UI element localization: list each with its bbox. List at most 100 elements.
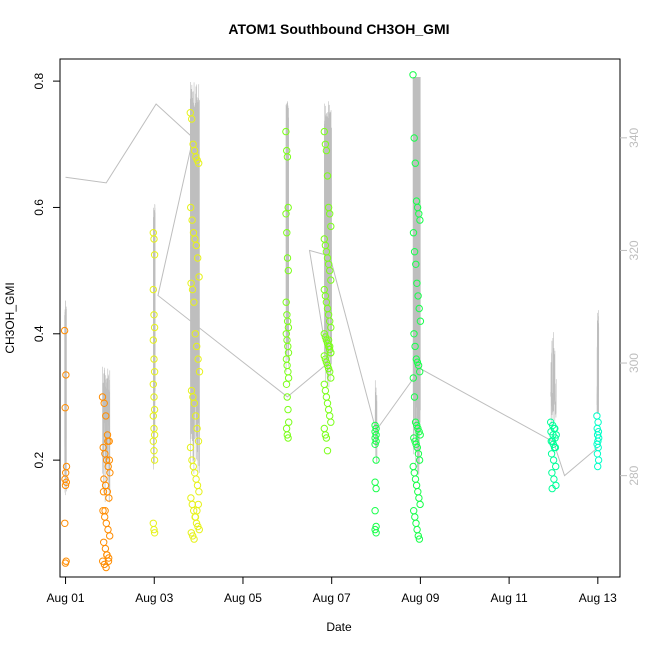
- data-point: [282, 127, 290, 136]
- data-point: [149, 336, 158, 344]
- data-point: [195, 525, 204, 534]
- data-point: [189, 462, 198, 471]
- data-point: [413, 525, 421, 534]
- data-point: [320, 380, 328, 388]
- data-point: [101, 481, 110, 490]
- data-point: [324, 364, 333, 373]
- y2-tick-label: 280: [627, 465, 641, 485]
- data-point: [284, 266, 292, 275]
- data-point: [372, 529, 380, 537]
- data-point: [320, 424, 328, 433]
- data-point: [321, 355, 330, 363]
- data-point: [106, 532, 114, 540]
- data-point: [414, 424, 422, 433]
- data-point: [327, 374, 335, 382]
- data-point: [410, 434, 418, 442]
- data-point: [191, 469, 199, 477]
- data-point: [552, 462, 560, 471]
- y2-tick-label: 340: [627, 127, 641, 147]
- x-tick-label: Aug 05: [224, 591, 262, 605]
- data-point: [548, 469, 556, 477]
- y-tick-label: 0.2: [32, 451, 46, 468]
- data-point: [548, 484, 556, 493]
- data-point: [284, 434, 292, 442]
- data-point: [410, 330, 418, 338]
- data-point: [409, 71, 417, 79]
- data-point: [284, 368, 292, 376]
- data-point: [321, 386, 330, 395]
- data-point: [326, 412, 334, 420]
- data-point: [193, 342, 201, 351]
- data-point: [549, 456, 558, 464]
- secondary-profile-trace: [596, 310, 600, 414]
- data-point: [371, 507, 379, 515]
- data-point: [195, 159, 203, 167]
- data-point: [372, 456, 380, 464]
- data-point: [100, 538, 108, 546]
- data-point: [415, 428, 423, 436]
- y-axis-label: CH3OH_GMI: [3, 282, 17, 353]
- data-point: [188, 216, 196, 224]
- data-point: [412, 355, 420, 363]
- data-point: [323, 399, 332, 407]
- data-point: [99, 488, 108, 496]
- data-point: [149, 380, 158, 388]
- data-point: [284, 374, 293, 382]
- data-point: [191, 330, 200, 338]
- data-point: [284, 405, 292, 414]
- data-point: [415, 304, 423, 313]
- data-point: [410, 248, 419, 256]
- data-point: [194, 355, 202, 363]
- data-point: [190, 535, 198, 543]
- data-point: [194, 500, 203, 509]
- data-point: [323, 447, 332, 455]
- data-point: [327, 276, 335, 284]
- data-point: [322, 434, 331, 442]
- data-point: [416, 431, 424, 439]
- data-point: [195, 368, 204, 376]
- data-point: [282, 424, 291, 433]
- chart-title: ATOM1 Southbound CH3OH_GMI: [228, 21, 449, 37]
- data-point: [101, 544, 110, 553]
- data-point: [102, 519, 111, 527]
- secondary-line: [65, 103, 599, 477]
- data-point: [412, 481, 421, 490]
- data-point: [105, 456, 114, 464]
- data-point: [550, 443, 559, 452]
- x-axis: Aug 01 Aug 03 Aug 05 Aug 07 Aug 09 Aug 11 Aug …: [47, 576, 617, 605]
- data-point: [283, 153, 292, 161]
- data-point: [322, 393, 331, 401]
- secondary-profile-trace: [64, 300, 67, 496]
- data-point: [150, 323, 159, 332]
- data-point: [284, 323, 293, 332]
- data-point: [415, 535, 424, 543]
- data-point: [416, 216, 424, 224]
- data-point: [62, 478, 71, 486]
- data-point: [149, 519, 158, 527]
- x-tick-label: Aug 09: [401, 591, 439, 605]
- data-point: [101, 513, 109, 521]
- data-point: [324, 405, 333, 414]
- data-point: [194, 437, 203, 445]
- x-axis-label: Date: [326, 620, 352, 634]
- data-point: [414, 292, 422, 300]
- data-point: [192, 475, 200, 483]
- y-tick-label: 0.4: [32, 325, 46, 342]
- data-point: [187, 203, 195, 212]
- data-point: [101, 507, 109, 515]
- data-point: [282, 210, 290, 218]
- x-tick-label: Aug 07: [313, 591, 351, 605]
- data-point: [150, 529, 159, 537]
- data-point: [327, 222, 335, 231]
- data-point: [192, 412, 200, 420]
- data-point: [282, 380, 291, 388]
- data-point: [188, 285, 197, 294]
- data-point: [413, 279, 421, 287]
- data-point: [410, 134, 418, 142]
- data-point: [323, 172, 332, 180]
- data-point: [150, 525, 158, 534]
- data-point: [284, 342, 292, 351]
- data-point: [104, 437, 112, 445]
- y2-tick-label: 320: [627, 240, 641, 260]
- data-point: [323, 361, 332, 370]
